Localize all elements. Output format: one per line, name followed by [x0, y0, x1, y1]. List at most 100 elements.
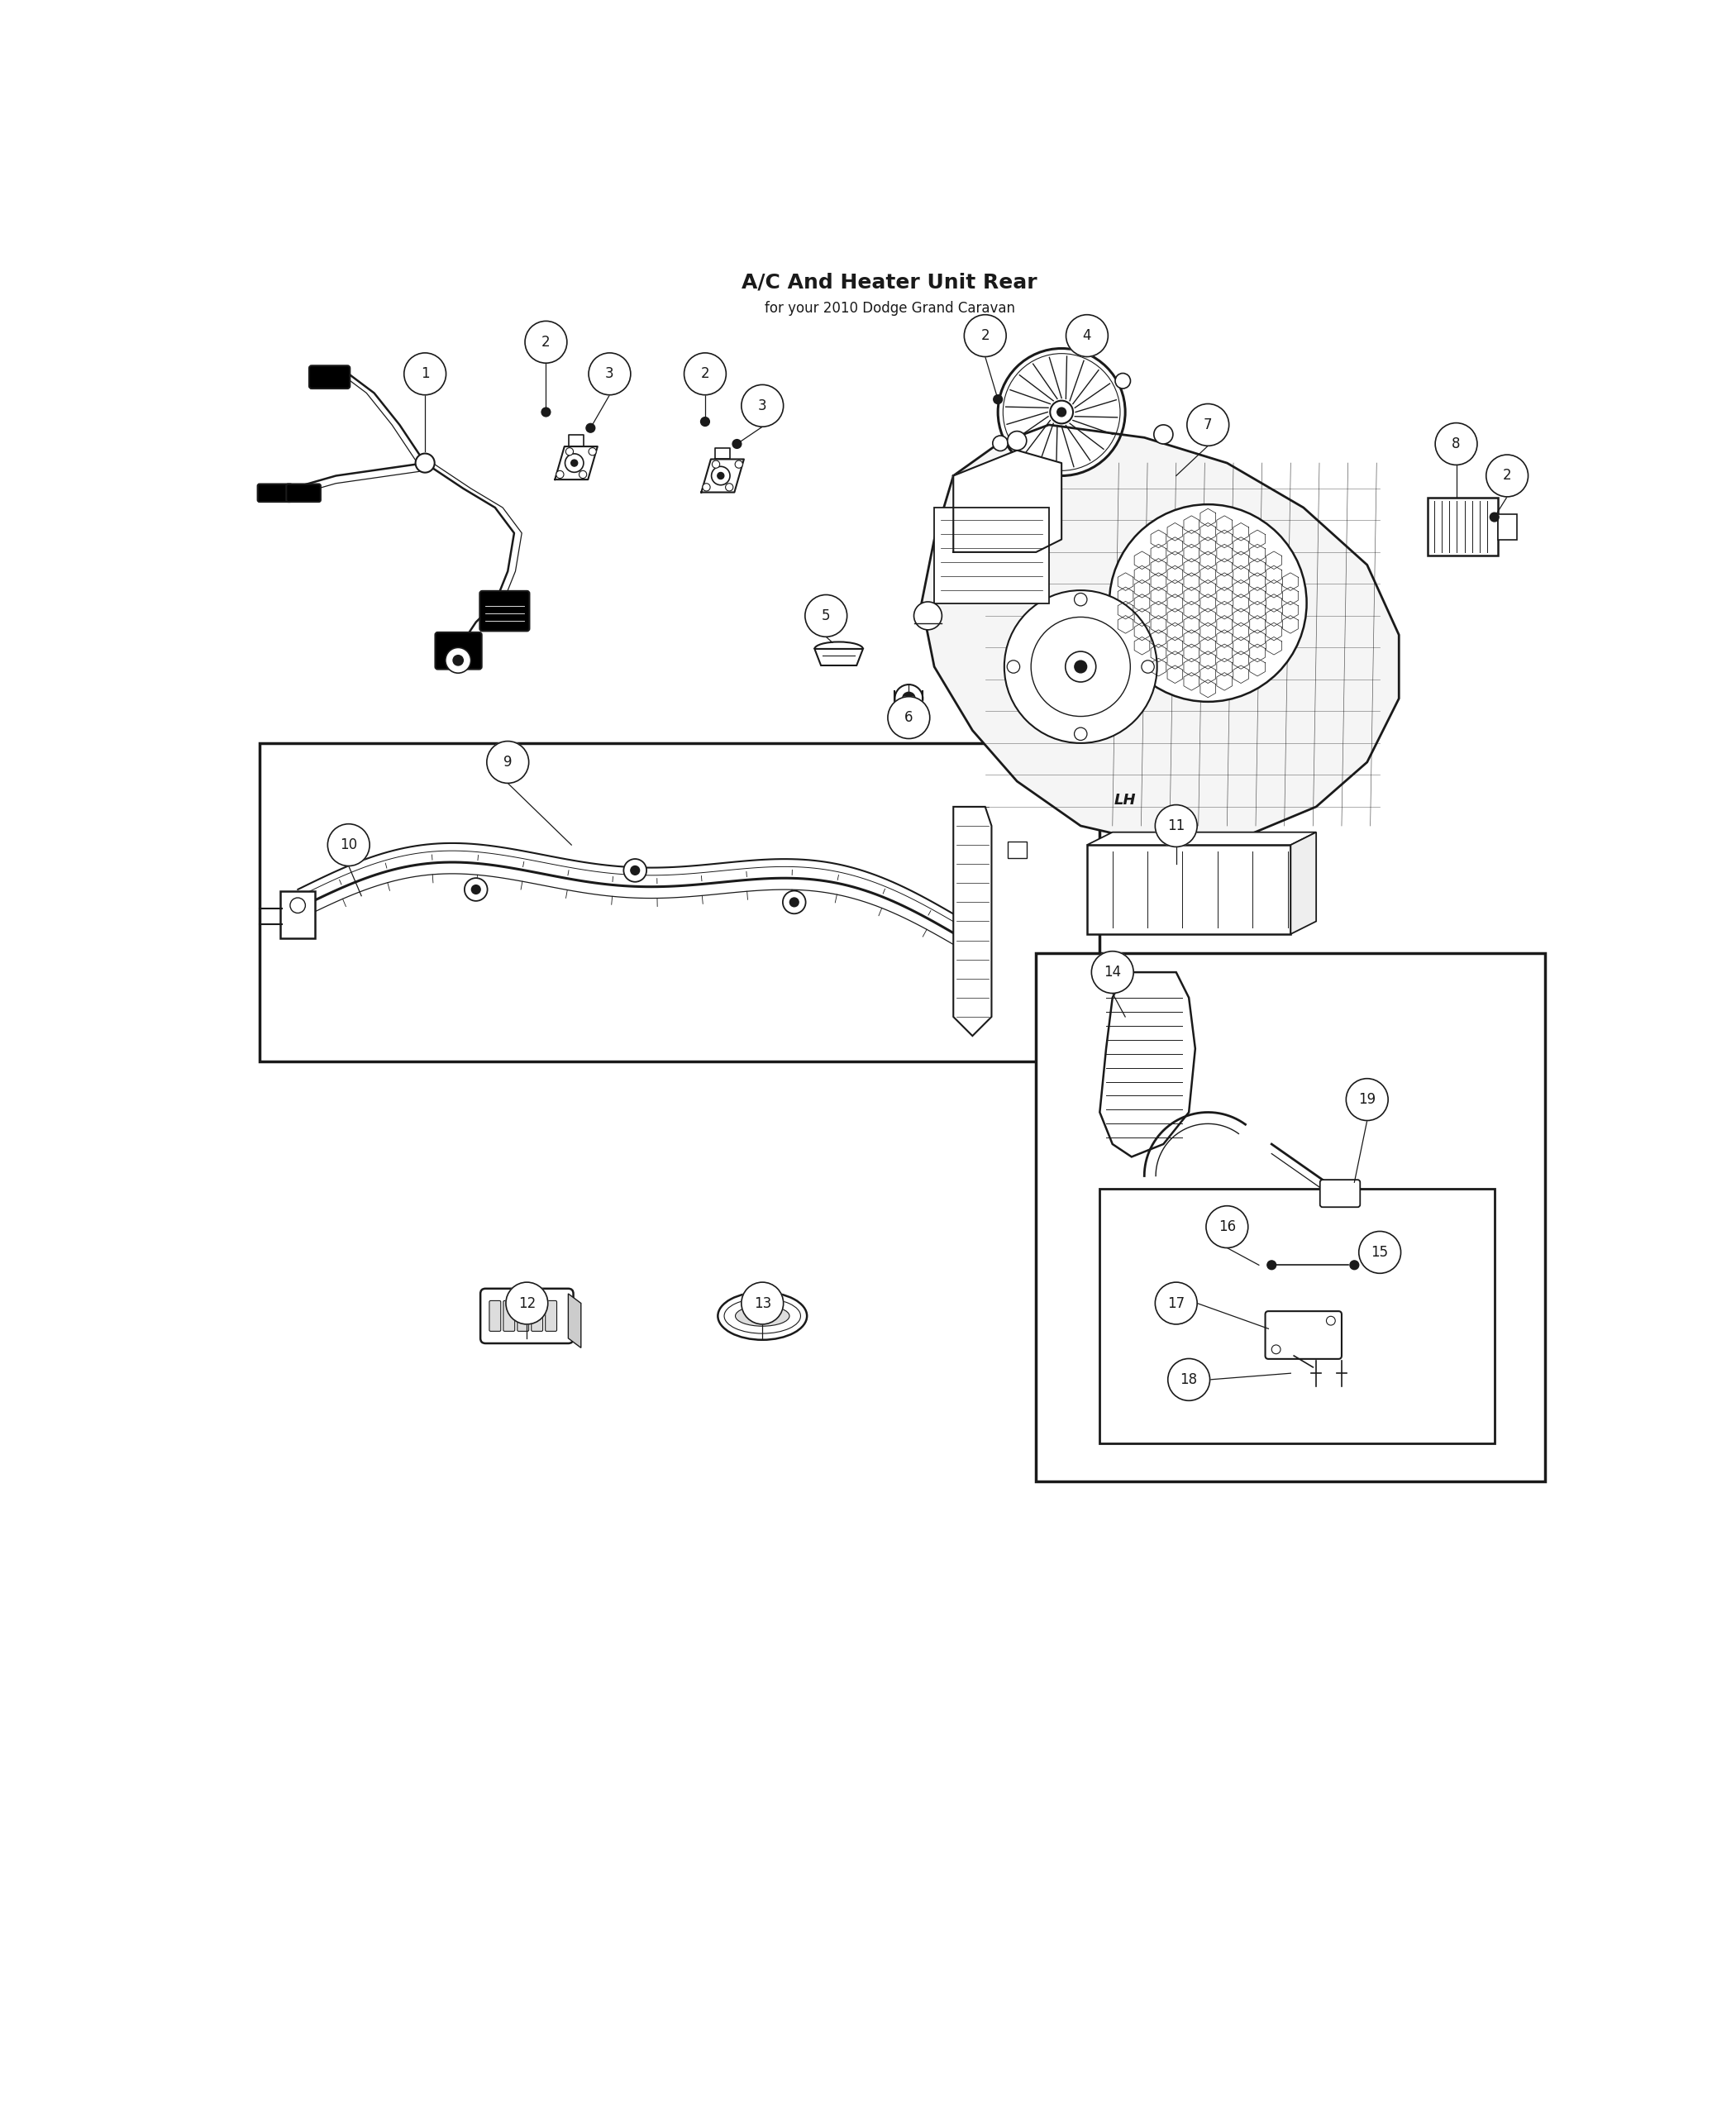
FancyBboxPatch shape — [309, 365, 351, 388]
Circle shape — [1092, 951, 1134, 993]
FancyBboxPatch shape — [1198, 841, 1217, 858]
Circle shape — [1075, 727, 1087, 740]
Circle shape — [571, 460, 578, 466]
Circle shape — [1007, 660, 1019, 672]
Circle shape — [1271, 1345, 1281, 1353]
Circle shape — [903, 691, 915, 704]
Circle shape — [290, 898, 306, 913]
Text: 19: 19 — [1358, 1092, 1377, 1107]
Text: 7: 7 — [1203, 417, 1212, 432]
Polygon shape — [1087, 833, 1316, 845]
FancyBboxPatch shape — [1293, 841, 1312, 858]
FancyBboxPatch shape — [1498, 514, 1517, 540]
Text: 16: 16 — [1219, 1218, 1236, 1235]
Circle shape — [783, 892, 806, 913]
Text: 1: 1 — [420, 367, 429, 382]
Ellipse shape — [719, 1292, 807, 1341]
Circle shape — [998, 348, 1125, 476]
FancyBboxPatch shape — [545, 1301, 557, 1332]
FancyBboxPatch shape — [479, 590, 529, 630]
Text: A/C And Heater Unit Rear: A/C And Heater Unit Rear — [741, 272, 1038, 291]
FancyBboxPatch shape — [281, 892, 314, 938]
FancyBboxPatch shape — [1007, 841, 1026, 858]
FancyBboxPatch shape — [286, 485, 321, 502]
Circle shape — [1075, 660, 1087, 672]
Circle shape — [404, 352, 446, 394]
FancyBboxPatch shape — [1087, 845, 1292, 934]
Circle shape — [1207, 1206, 1248, 1248]
Text: for your 2010 Dodge Grand Caravan: for your 2010 Dodge Grand Caravan — [764, 301, 1016, 316]
Circle shape — [580, 470, 587, 479]
Text: 13: 13 — [753, 1296, 771, 1311]
Circle shape — [684, 352, 726, 394]
Circle shape — [1057, 407, 1066, 417]
Circle shape — [712, 460, 720, 468]
Circle shape — [1168, 1360, 1210, 1400]
Circle shape — [505, 1282, 549, 1324]
Circle shape — [472, 885, 481, 894]
Circle shape — [734, 460, 743, 468]
Circle shape — [733, 438, 741, 449]
Circle shape — [465, 879, 488, 900]
Bar — [260, 744, 1101, 1060]
Circle shape — [486, 742, 529, 784]
Circle shape — [1267, 1261, 1276, 1269]
Circle shape — [556, 470, 564, 479]
Circle shape — [589, 447, 595, 455]
Text: 6: 6 — [904, 710, 913, 725]
Circle shape — [587, 424, 595, 432]
Circle shape — [993, 394, 1002, 405]
FancyBboxPatch shape — [517, 1301, 529, 1332]
Circle shape — [1326, 1315, 1335, 1326]
FancyBboxPatch shape — [257, 485, 292, 502]
Circle shape — [1345, 1079, 1389, 1121]
Circle shape — [1154, 426, 1174, 445]
Circle shape — [623, 858, 646, 881]
Circle shape — [1351, 1261, 1359, 1269]
Circle shape — [963, 314, 1007, 356]
FancyBboxPatch shape — [1427, 497, 1498, 554]
Text: 2: 2 — [701, 367, 710, 382]
Polygon shape — [701, 460, 745, 493]
Circle shape — [717, 472, 724, 479]
Circle shape — [566, 447, 573, 455]
Text: 2: 2 — [542, 335, 550, 350]
FancyBboxPatch shape — [481, 1288, 573, 1343]
Text: 12: 12 — [517, 1296, 536, 1311]
Circle shape — [741, 1282, 783, 1324]
Text: 18: 18 — [1180, 1372, 1198, 1387]
Circle shape — [1359, 1231, 1401, 1273]
Circle shape — [589, 352, 630, 394]
Circle shape — [1154, 1282, 1198, 1324]
Bar — [1101, 1189, 1495, 1444]
FancyBboxPatch shape — [490, 1301, 500, 1332]
Circle shape — [1115, 373, 1130, 388]
Text: 4: 4 — [1083, 329, 1092, 344]
Polygon shape — [953, 807, 991, 1035]
Polygon shape — [922, 426, 1399, 845]
FancyBboxPatch shape — [531, 1301, 543, 1332]
FancyBboxPatch shape — [1102, 841, 1121, 858]
Text: 5: 5 — [821, 609, 830, 624]
Text: LH: LH — [1115, 793, 1137, 807]
Circle shape — [887, 696, 930, 738]
Polygon shape — [568, 1294, 582, 1347]
Circle shape — [993, 436, 1009, 451]
Circle shape — [1486, 455, 1528, 497]
Polygon shape — [556, 447, 597, 479]
Circle shape — [703, 483, 710, 491]
FancyBboxPatch shape — [436, 632, 481, 668]
Text: 2: 2 — [1503, 468, 1512, 483]
Circle shape — [894, 685, 924, 713]
Text: 3: 3 — [759, 398, 767, 413]
Text: 3: 3 — [606, 367, 615, 382]
Text: 11: 11 — [1167, 818, 1186, 833]
Circle shape — [328, 824, 370, 866]
Polygon shape — [953, 451, 1062, 552]
Circle shape — [1187, 405, 1229, 445]
Circle shape — [446, 647, 470, 672]
Circle shape — [1436, 424, 1477, 466]
Text: 10: 10 — [340, 837, 358, 852]
Circle shape — [453, 656, 464, 666]
FancyBboxPatch shape — [934, 508, 1049, 603]
